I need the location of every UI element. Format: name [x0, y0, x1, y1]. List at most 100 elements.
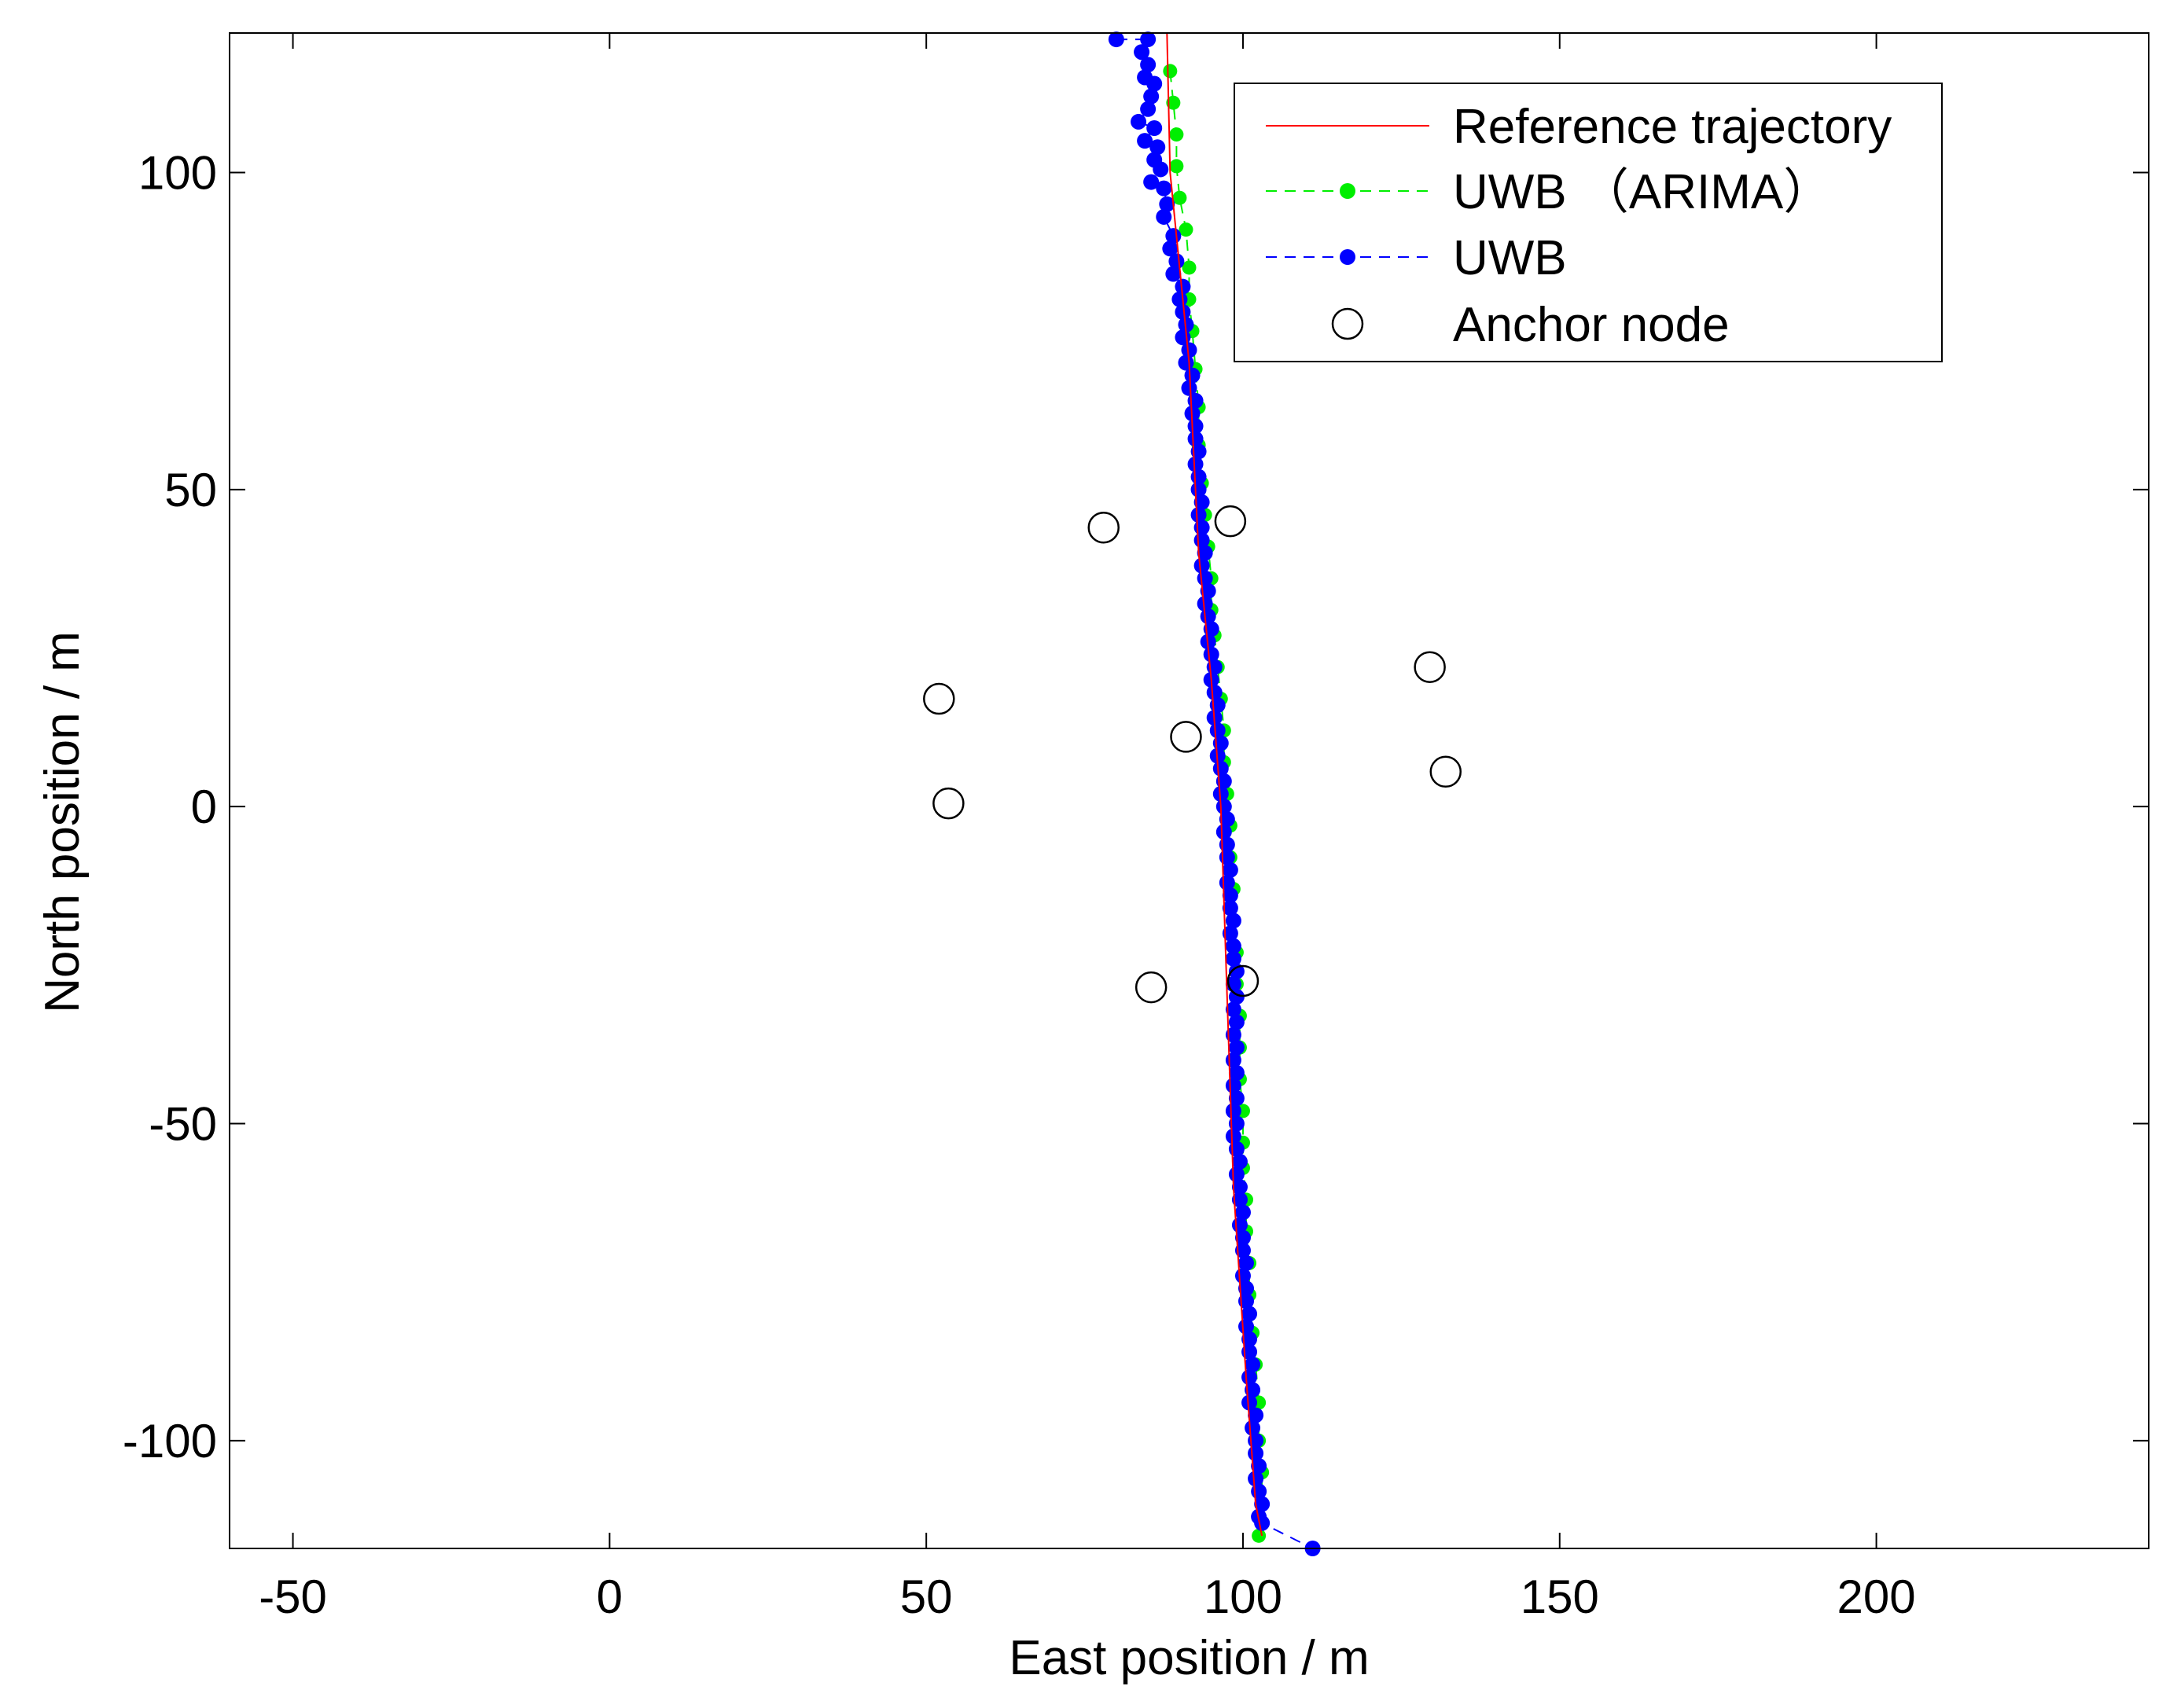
uwb-point — [1149, 139, 1166, 156]
anchor-node-marker — [1214, 505, 1247, 538]
uwb-point — [1209, 722, 1226, 739]
uwb-point — [1184, 367, 1201, 384]
uwb-point — [1248, 1471, 1264, 1487]
uwb-point — [1134, 44, 1150, 61]
uwb-point — [1108, 31, 1124, 48]
uwb-point — [1200, 582, 1216, 599]
anchor-node-marker — [1226, 964, 1260, 997]
uwb-arima-point — [1166, 95, 1181, 110]
uwb-point — [1219, 836, 1235, 853]
uwb-point — [1187, 456, 1204, 472]
uwb-point — [1181, 380, 1197, 396]
uwb-point — [1197, 596, 1213, 612]
uwb-point — [1222, 887, 1238, 904]
plot-area — [923, 31, 1462, 1556]
anchor-node-marker — [1414, 651, 1446, 683]
uwb-point — [1225, 1001, 1241, 1018]
uwb-point — [1228, 1115, 1245, 1132]
anchor-node-marker — [1429, 755, 1462, 788]
x-tick-label: 200 — [1837, 1570, 1916, 1623]
uwb-point — [1222, 861, 1238, 878]
uwb-point — [1234, 1229, 1251, 1246]
uwb-point — [1219, 811, 1235, 828]
uwb-point — [1175, 303, 1191, 320]
uwb-point — [1225, 913, 1241, 929]
y-tick-label: 50 — [164, 464, 217, 516]
uwb-point — [1225, 1027, 1241, 1043]
uwb-point — [1156, 180, 1172, 197]
uwb-point — [1165, 266, 1182, 282]
uwb-point — [1146, 120, 1163, 137]
uwb-point — [1222, 900, 1238, 916]
uwb-point — [1190, 507, 1207, 523]
uwb-point — [1222, 925, 1238, 942]
uwb-point — [1228, 1014, 1245, 1030]
uwb-arima-point — [1182, 260, 1197, 275]
legend-anchor-swatch — [1331, 307, 1364, 340]
uwb-point — [1225, 1103, 1241, 1119]
anchor-node-marker — [1170, 721, 1202, 753]
uwb-arima-point — [1169, 159, 1184, 174]
uwb-arima-point — [1169, 127, 1184, 142]
anchor-node-marker — [932, 787, 965, 820]
legend-box — [1234, 83, 1943, 362]
uwb-point — [1234, 1204, 1251, 1221]
uwb-point — [1231, 1179, 1248, 1196]
uwb-point — [1228, 1064, 1245, 1081]
y-tick-label: 100 — [138, 146, 217, 199]
y-tick-label: -100 — [123, 1415, 217, 1467]
uwb-point — [1225, 1128, 1241, 1144]
uwb-point — [1231, 1153, 1248, 1170]
uwb-point — [1137, 133, 1153, 149]
uwb-point — [1175, 278, 1191, 295]
uwb-point — [1193, 494, 1210, 510]
uwb-point — [1238, 1280, 1255, 1297]
uwb-point — [1241, 1331, 1258, 1347]
uwb-point — [1228, 963, 1245, 979]
legend-entry-label: Reference trajectory — [1453, 100, 1892, 154]
uwb-point — [1140, 57, 1157, 73]
y-tick-label: 0 — [191, 781, 217, 833]
uwb-point — [1254, 1496, 1271, 1512]
uwb-point — [1215, 773, 1232, 789]
reference-trajectory-line — [1166, 32, 1263, 1537]
uwb-arima-point — [1172, 190, 1187, 205]
legend-entry-label: UWB — [1453, 231, 1567, 285]
legend-uwb-swatch-marker — [1340, 249, 1355, 265]
uwb-point — [1241, 1306, 1258, 1322]
axes-frame — [229, 32, 2149, 1549]
uwb-point — [1238, 1254, 1255, 1271]
uwb-point — [1197, 545, 1213, 561]
x-tick-label: 150 — [1521, 1570, 1599, 1623]
uwb-point — [1181, 342, 1197, 358]
uwb-point — [1245, 1357, 1261, 1373]
legend-entry-label: UWB （ARIMA） — [1453, 165, 1832, 219]
uwb-point — [1187, 431, 1204, 447]
anchor-node-marker — [923, 682, 955, 715]
uwb-point — [1212, 760, 1229, 777]
uwb-point — [1228, 1039, 1245, 1056]
uwb-point — [1206, 684, 1223, 700]
uwb-point — [1251, 1458, 1267, 1475]
uwb-point — [1245, 1382, 1261, 1398]
uwb-point — [1238, 1293, 1255, 1309]
uwb-point — [1168, 253, 1185, 270]
uwb-point — [1248, 1407, 1264, 1423]
uwb-point — [1143, 88, 1160, 105]
uwb-point — [1203, 646, 1219, 663]
tick-labels: -50 0 50 100 150 200 -100 -50 0 50 100 — [123, 146, 1916, 1623]
uwb-point — [1193, 557, 1210, 574]
uwb-point — [1190, 443, 1207, 460]
uwb-point — [1156, 208, 1172, 225]
legend: Reference trajectory UWB （ARIMA） UWB Anchor… — [1234, 83, 1943, 362]
uwb-point — [1143, 174, 1160, 190]
uwb-point — [1228, 1090, 1245, 1107]
y-axis-label: North position / m — [35, 631, 90, 1013]
uwb-point — [1146, 75, 1163, 92]
uwb-point — [1140, 101, 1157, 117]
uwb-point — [1153, 161, 1169, 178]
anchor-node-marker — [1134, 971, 1168, 1004]
uwb-point — [1131, 113, 1147, 130]
x-tick-label: 0 — [597, 1570, 623, 1623]
